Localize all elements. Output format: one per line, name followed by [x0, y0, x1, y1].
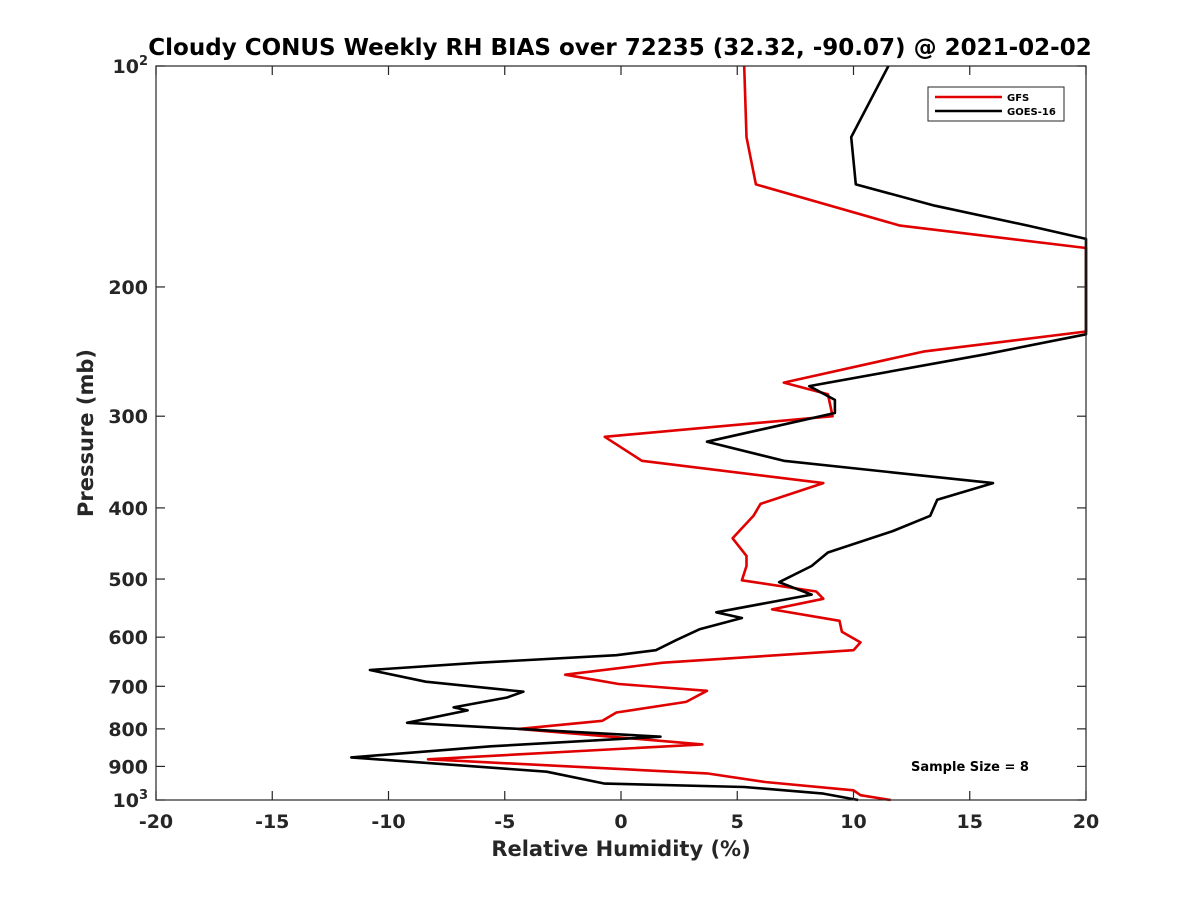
x-tick-label: -5 [494, 811, 515, 833]
y-tick-label: 400 [108, 498, 148, 520]
x-axis-label: Relative Humidity (%) [491, 837, 750, 861]
series-line-gfs [426, 65, 1088, 802]
plot-frame [155, 65, 1087, 801]
y-axis: 102 200 300 400 500 600 700 800 900 103 [108, 54, 1086, 812]
series-line-goes16 [349, 65, 1088, 802]
legend-label-goes16: GOES-16 [1007, 107, 1056, 118]
x-tick-label: 5 [731, 811, 744, 833]
x-tick-label: 15 [957, 811, 983, 833]
y-tick-label: 700 [108, 676, 148, 698]
sample-size-annotation: Sample Size = 8 [911, 760, 1029, 775]
y-axis-label: Pressure (mb) [74, 349, 98, 517]
x-tick-label: -20 [139, 811, 173, 833]
legend-label-gfs: GFS [1007, 93, 1029, 104]
y-tick-label: 200 [108, 277, 148, 299]
y-tick-label: 900 [108, 756, 148, 778]
x-tick-label: 10 [840, 811, 866, 833]
y-tick-label: 500 [108, 569, 148, 591]
x-tick-label: 0 [614, 811, 627, 833]
y-tick-label: 103 [113, 788, 149, 812]
legend: GFS GOES-16 [927, 86, 1065, 122]
x-axis: -20 -15 -10 -5 0 5 10 15 20 [139, 66, 1099, 833]
y-tick-label: 300 [108, 406, 148, 428]
y-tick-label: 102 [113, 54, 149, 78]
x-tick-label: 20 [1073, 811, 1099, 833]
chart-title: Cloudy CONUS Weekly RH BIAS over 72235 (… [148, 35, 1091, 61]
x-tick-label: -15 [255, 811, 289, 833]
legend-box [927, 86, 1065, 122]
y-tick-label: 600 [108, 627, 148, 649]
series-layer [349, 65, 1088, 802]
x-tick-label: -10 [371, 811, 405, 833]
y-tick-label: 800 [108, 719, 148, 741]
